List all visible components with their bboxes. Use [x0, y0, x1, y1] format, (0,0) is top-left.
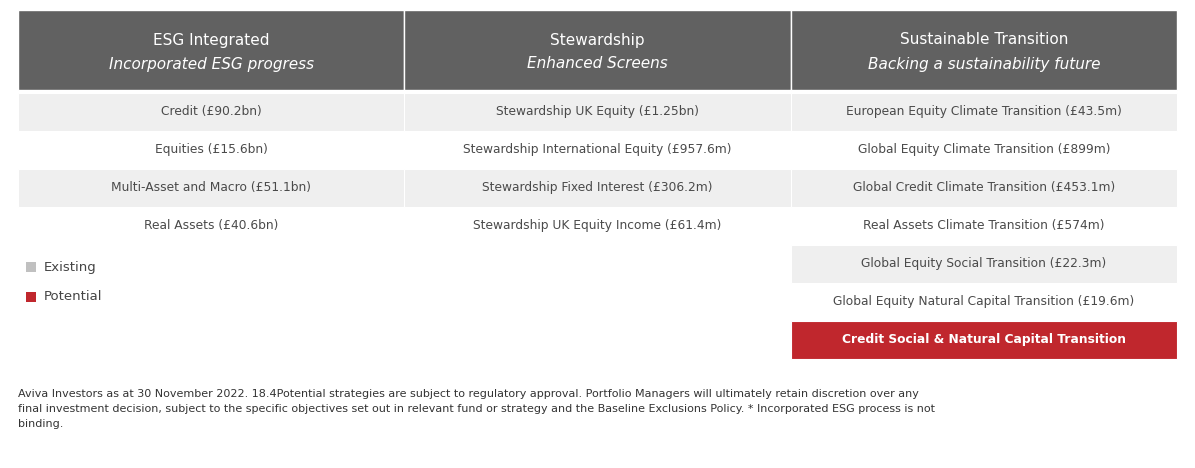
Text: Incorporated ESG progress: Incorporated ESG progress: [109, 57, 314, 72]
Text: Credit Social & Natural Capital Transition: Credit Social & Natural Capital Transiti…: [841, 334, 1126, 346]
Text: Global Equity Climate Transition (£899m): Global Equity Climate Transition (£899m): [858, 144, 1110, 156]
Text: Stewardship Fixed Interest (£306.2m): Stewardship Fixed Interest (£306.2m): [483, 182, 712, 195]
Text: ESG Integrated: ESG Integrated: [153, 32, 269, 47]
Text: Stewardship International Equity (£957.6m): Stewardship International Equity (£957.6…: [464, 144, 731, 156]
Bar: [791, 169, 1177, 207]
Text: Equities (£15.6bn): Equities (£15.6bn): [154, 144, 268, 156]
Text: Global Equity Social Transition (£22.3m): Global Equity Social Transition (£22.3m): [862, 257, 1107, 271]
Bar: [18, 93, 404, 131]
Text: Credit (£90.2bn): Credit (£90.2bn): [161, 105, 262, 118]
Text: Enhanced Screens: Enhanced Screens: [527, 57, 668, 72]
Bar: [791, 131, 1177, 169]
Bar: [404, 131, 791, 169]
Text: Global Credit Climate Transition (£453.1m): Global Credit Climate Transition (£453.1…: [853, 182, 1115, 195]
Bar: [26, 262, 36, 272]
Bar: [404, 207, 791, 245]
Bar: [18, 169, 404, 207]
Text: Stewardship UK Equity Income (£61.4m): Stewardship UK Equity Income (£61.4m): [473, 219, 722, 233]
Text: Existing: Existing: [44, 261, 97, 273]
Text: Potential: Potential: [44, 291, 103, 304]
Text: Global Equity Natural Capital Transition (£19.6m): Global Equity Natural Capital Transition…: [833, 295, 1134, 308]
Bar: [791, 321, 1177, 359]
Text: Real Assets (£40.6bn): Real Assets (£40.6bn): [143, 219, 278, 233]
Text: Aviva Investors as at 30 November 2022. 18.4Potential strategies are subject to : Aviva Investors as at 30 November 2022. …: [18, 389, 934, 429]
Text: Real Assets Climate Transition (£574m): Real Assets Climate Transition (£574m): [863, 219, 1104, 233]
Bar: [791, 207, 1177, 245]
Text: Sustainable Transition: Sustainable Transition: [900, 32, 1068, 47]
Bar: [18, 131, 404, 169]
Bar: [26, 292, 36, 302]
Bar: [791, 283, 1177, 321]
Bar: [791, 93, 1177, 131]
Bar: [791, 10, 1177, 90]
Bar: [404, 93, 791, 131]
Text: Multi-Asset and Macro (£51.1bn): Multi-Asset and Macro (£51.1bn): [111, 182, 311, 195]
Text: Stewardship UK Equity (£1.25bn): Stewardship UK Equity (£1.25bn): [496, 105, 699, 118]
Bar: [791, 245, 1177, 283]
Bar: [18, 10, 404, 90]
Text: Stewardship: Stewardship: [550, 32, 645, 47]
Bar: [404, 10, 791, 90]
Bar: [18, 207, 404, 245]
Text: Backing a sustainability future: Backing a sustainability future: [868, 57, 1101, 72]
Text: European Equity Climate Transition (£43.5m): European Equity Climate Transition (£43.…: [846, 105, 1122, 118]
Bar: [404, 169, 791, 207]
